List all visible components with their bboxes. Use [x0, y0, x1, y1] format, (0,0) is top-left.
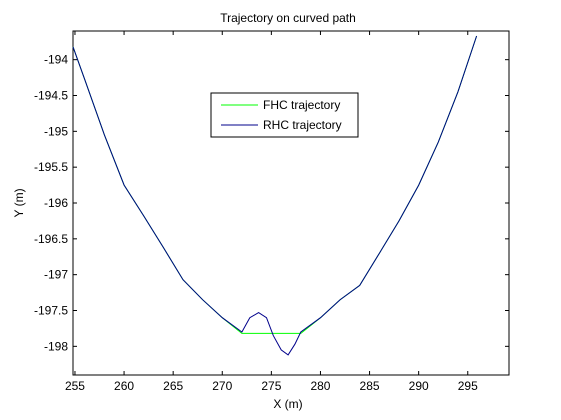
legend: FHC trajectory RHC trajectory — [210, 92, 359, 138]
x-tick-label: 255 — [65, 379, 85, 393]
x-axis-ticks: 255 260 265 270 275 280 285 290 295 — [65, 31, 478, 393]
x-tick-label: 265 — [163, 379, 183, 393]
x-tick-label: 290 — [409, 379, 429, 393]
series-layer — [72, 35, 478, 356]
y-tick-label: -195 — [44, 124, 68, 138]
y-tick-label: -196 — [44, 196, 68, 210]
y-tick-label: -197.5 — [34, 304, 68, 318]
x-tick-label: 275 — [261, 379, 281, 393]
y-tick-label: -196.5 — [34, 232, 68, 246]
x-axis-label: X (m) — [273, 397, 302, 411]
y-tick-label: -194.5 — [34, 89, 68, 103]
plot-area — [72, 30, 510, 376]
x-tick-label: 270 — [212, 379, 232, 393]
legend-label-rhc: RHC trajectory — [263, 118, 342, 132]
y-tick-label: -197 — [44, 268, 68, 282]
x-tick-label: 280 — [310, 379, 330, 393]
x-tick-label: 285 — [360, 379, 380, 393]
y-tick-label: -198 — [44, 339, 68, 353]
chart-title: Trajectory on curved path — [220, 11, 356, 25]
x-tick-label: 295 — [458, 379, 478, 393]
legend-box — [210, 92, 359, 138]
series-line-rhc — [72, 35, 478, 356]
y-axis-ticks: -194 -194.5 -195 -195.5 -196 -196.5 -197 -197.5… — [34, 53, 509, 353]
x-tick-label: 260 — [114, 379, 134, 393]
y-axis-label: Y (m) — [12, 188, 26, 217]
y-tick-label: -195.5 — [34, 160, 68, 174]
legend-label-fhc: FHC trajectory — [263, 98, 340, 112]
y-tick-label: -194 — [44, 53, 68, 67]
